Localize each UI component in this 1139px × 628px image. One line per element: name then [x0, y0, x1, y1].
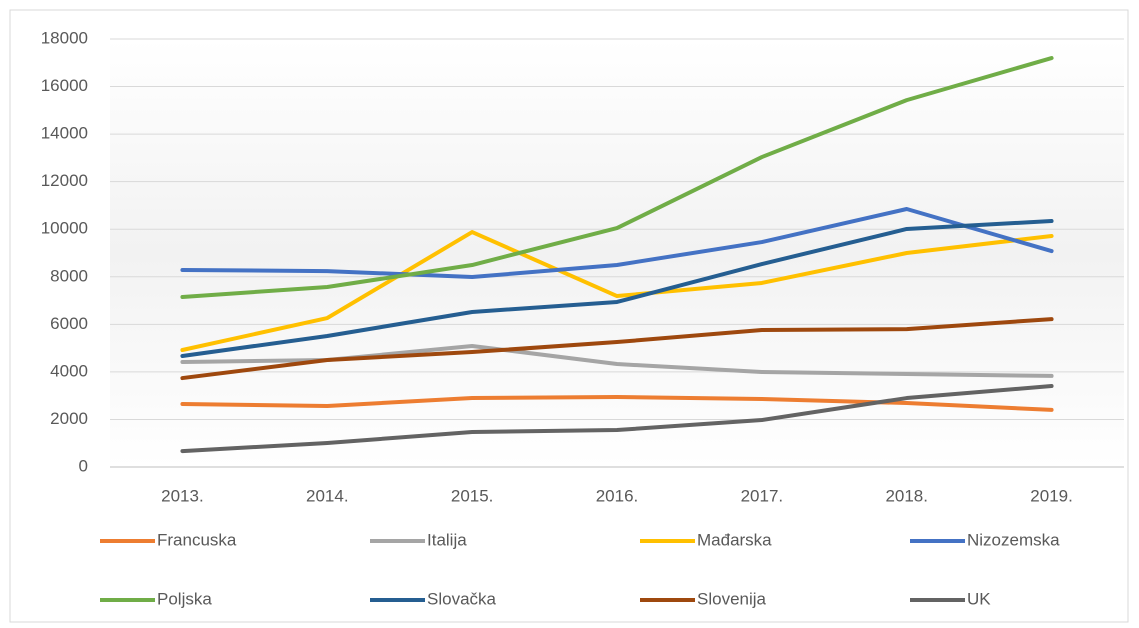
legend-label: Slovenija [697, 589, 767, 608]
series-line [180, 207, 1054, 280]
legend-label: Nizozemska [967, 530, 1060, 549]
x-tick-label: 2014. [306, 486, 349, 505]
series-line [180, 56, 1054, 299]
y-tick-label: 12000 [41, 171, 88, 190]
y-tick-label: 10000 [41, 219, 88, 238]
legend-label: Italija [427, 530, 467, 549]
legend-label: Mađarska [697, 530, 772, 549]
x-tick-label: 2016. [596, 486, 639, 505]
x-tick-label: 2013. [161, 486, 204, 505]
legend-label: Poljska [157, 589, 212, 608]
y-tick-label: 14000 [41, 124, 88, 143]
series-line [180, 317, 1054, 381]
x-tick-label: 2018. [885, 486, 928, 505]
series-line [180, 230, 1054, 353]
series-line [180, 219, 1054, 358]
plot-area [110, 39, 1124, 467]
y-tick-label: 16000 [41, 76, 88, 95]
y-tick-label: 2000 [50, 409, 88, 428]
series-line [180, 384, 1054, 454]
x-tick-label: 2015. [451, 486, 494, 505]
y-tick-label: 6000 [50, 314, 88, 333]
legend-label: Francuska [157, 530, 237, 549]
y-tick-label: 4000 [50, 361, 88, 380]
legend-label: Slovačka [427, 589, 497, 608]
series-line [180, 394, 1054, 412]
x-tick-label: 2017. [741, 486, 784, 505]
x-tick-label: 2019. [1030, 486, 1073, 505]
y-tick-label: 8000 [50, 266, 88, 285]
legend-label: UK [967, 589, 991, 608]
y-tick-label: 0 [79, 456, 88, 475]
y-tick-label: 18000 [41, 28, 88, 47]
